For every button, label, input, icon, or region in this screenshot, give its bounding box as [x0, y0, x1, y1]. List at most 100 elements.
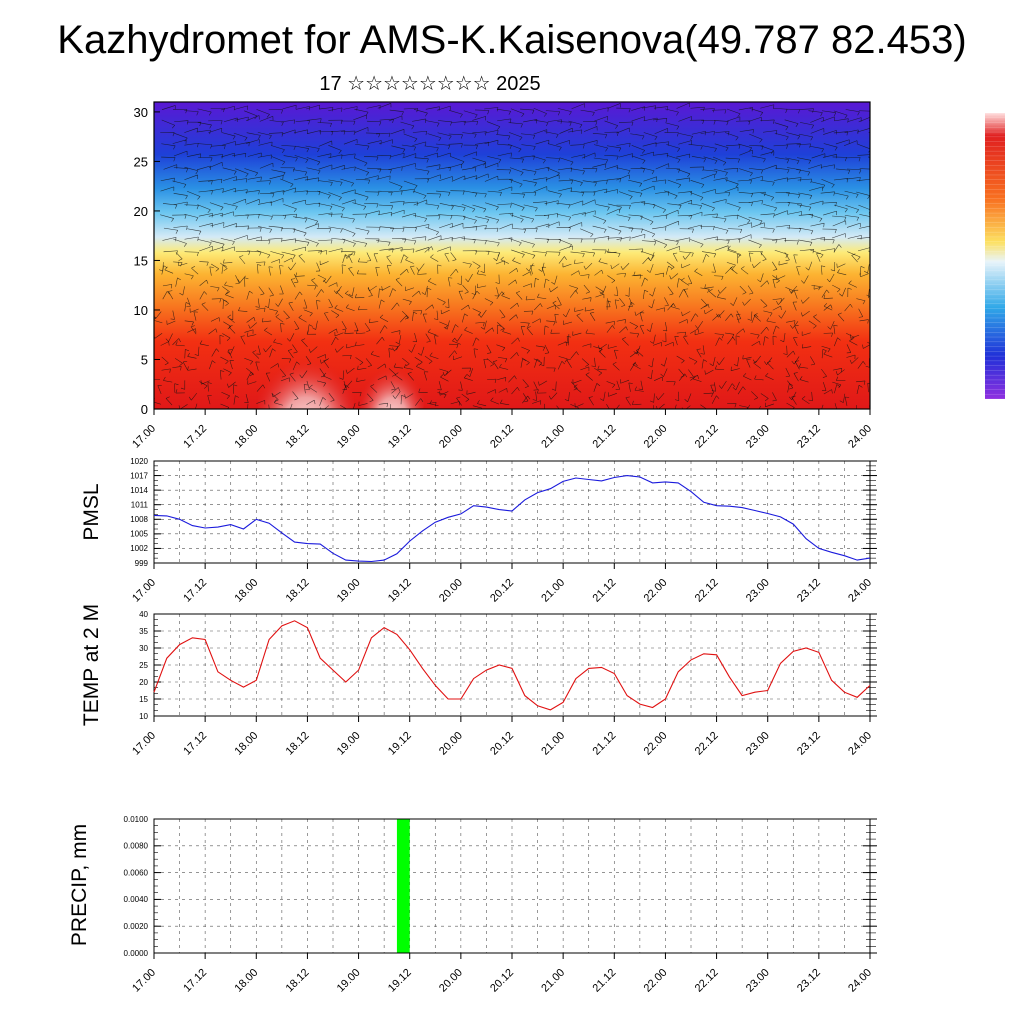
wind-barb-flag [643, 168, 645, 173]
wind-barb-flag [401, 190, 403, 195]
wind-barb-flag [607, 300, 611, 303]
wind-barb-flag [742, 386, 746, 390]
wind-barb [607, 203, 622, 208]
wind-barb [654, 128, 668, 134]
wind-barb-flag [542, 159, 546, 164]
wind-barb-flag [704, 284, 706, 289]
wind-barb [687, 275, 693, 284]
wind-barb-flag [689, 376, 694, 379]
wind-barb-flag [269, 294, 274, 297]
wind-barb-flag [776, 301, 779, 305]
wind-barb [616, 286, 619, 296]
wind-barb [235, 168, 249, 175]
wind-barb-flag [238, 306, 241, 311]
wind-barb [833, 325, 836, 335]
wind-barb [616, 167, 631, 171]
wind-barb-flag [336, 289, 341, 293]
wind-barb-flag [757, 279, 761, 283]
wind-barb [792, 302, 797, 311]
wind-barb-flag [293, 119, 296, 124]
cross-section-x-tick-label: 23.00 [744, 423, 772, 451]
wind-barb [738, 107, 753, 111]
pmsl-y-tick-label: 999 [135, 559, 149, 568]
wind-barb-flag [473, 239, 476, 244]
wind-barb-flag [731, 383, 735, 387]
wind-barb [570, 270, 579, 276]
wind-barb [715, 131, 730, 133]
wind-barb [533, 201, 548, 203]
wind-barb-flag [881, 132, 882, 136]
wind-barb [160, 341, 169, 346]
wind-barb-flag [795, 123, 799, 128]
wind-barb [821, 404, 824, 409]
wind-barb-flag [226, 395, 230, 400]
wind-barb [198, 213, 213, 217]
wind-barb [474, 109, 489, 111]
wind-barb [701, 173, 715, 180]
wind-barb [402, 238, 416, 241]
wind-barb-flag [185, 195, 188, 200]
wind-barb [174, 358, 183, 364]
wind-barb [541, 267, 546, 276]
wind-barb-flag [315, 220, 319, 225]
wind-barb [395, 391, 401, 399]
wind-barb [307, 130, 321, 134]
wind-barb [316, 289, 322, 298]
wind-barb-flag [687, 173, 691, 178]
wind-barb-flag [309, 384, 313, 388]
wind-barb [440, 376, 449, 382]
wind-barb [749, 133, 763, 140]
wind-barb-flag [878, 376, 879, 380]
wind-barb-flag [616, 131, 619, 136]
wind-barb-flag [576, 351, 579, 356]
wind-barb [290, 262, 297, 271]
wind-barb [642, 290, 645, 300]
wind-barb-flag [598, 258, 602, 262]
wind-barb [533, 108, 547, 114]
pmsl-x-tick-label: 17.00 [130, 577, 158, 605]
wind-barb-flag [848, 280, 852, 284]
wind-barb-flag [376, 203, 379, 208]
wind-barb [290, 279, 296, 288]
wind-barb [461, 203, 476, 210]
wind-barb [305, 223, 319, 229]
wind-barb [592, 163, 606, 168]
wind-barb [269, 132, 284, 134]
wind-barb [772, 325, 777, 335]
wind-barb-flag [681, 311, 683, 316]
wind-barb-flag [392, 118, 394, 123]
precip-y-tick-label: 0.0080 [124, 842, 149, 851]
wind-barb [546, 305, 556, 310]
wind-barb [711, 395, 717, 404]
wind-barb-flag [862, 300, 866, 305]
wind-barb-flag [649, 413, 653, 415]
wind-barb [753, 362, 761, 369]
wind-barb-flag [620, 265, 624, 270]
wind-barb [557, 121, 572, 123]
wind-barb [823, 297, 833, 299]
wind-barb [784, 119, 799, 124]
wind-barb-flag [534, 192, 537, 197]
wind-barb-flag [738, 144, 741, 149]
wind-barb [772, 298, 782, 300]
wind-barb [413, 199, 427, 206]
wind-barb [588, 397, 594, 406]
wind-barb-flag [448, 145, 451, 150]
wind-barb [608, 393, 617, 397]
wind-barb [199, 291, 205, 300]
wind-barb [257, 298, 260, 308]
wind-barb-flag [427, 328, 431, 333]
wind-barb [500, 403, 510, 406]
wind-barb-flag [484, 193, 487, 198]
wind-barb-flag [665, 118, 668, 123]
wind-barb-flag [281, 121, 284, 126]
wind-barb-flag [524, 229, 527, 234]
wind-barb [268, 404, 270, 409]
wind-barb [305, 238, 319, 244]
wind-barb [606, 381, 616, 385]
wind-barb-flag [486, 219, 490, 224]
wind-barb [256, 250, 271, 256]
wind-barb-flag [354, 153, 356, 158]
wind-barb [425, 106, 440, 110]
wind-barb [187, 228, 202, 232]
